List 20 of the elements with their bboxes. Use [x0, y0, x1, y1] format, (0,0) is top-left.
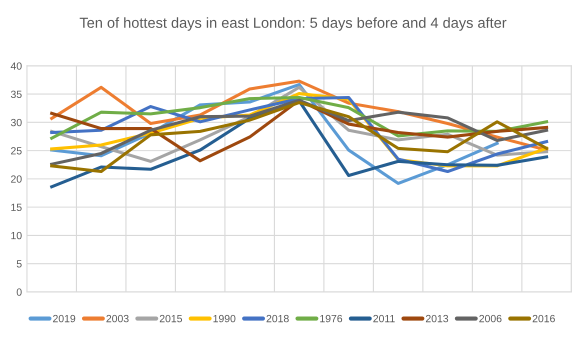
y-tick-label: 5: [16, 260, 22, 268]
legend-label: 2006: [479, 314, 502, 322]
legend-label: 2016: [532, 314, 555, 322]
legend-label: 2003: [106, 314, 129, 322]
legend-label: 1990: [213, 314, 236, 322]
y-tick-label: 25: [11, 147, 22, 154]
y-tick-label: 10: [11, 232, 22, 240]
y-tick-label: 0: [16, 288, 22, 296]
legend-label: 2011: [373, 314, 395, 322]
legend-label: 2015: [160, 314, 182, 322]
legend-label: 2013: [426, 314, 448, 322]
y-tick-label: 20: [11, 175, 22, 183]
y-tick-label: 30: [10, 118, 22, 126]
chart-title: Ten of hottest days in east London: 5 days before and 4 days after: [80, 17, 506, 31]
y-tick-label: 15: [11, 204, 22, 212]
legend-label: 1976: [320, 314, 342, 322]
y-tick-label: 40: [10, 62, 22, 70]
legend-label: 2019: [53, 314, 76, 322]
y-tick-label: 35: [10, 90, 22, 98]
legend-label: 2018: [266, 314, 289, 322]
